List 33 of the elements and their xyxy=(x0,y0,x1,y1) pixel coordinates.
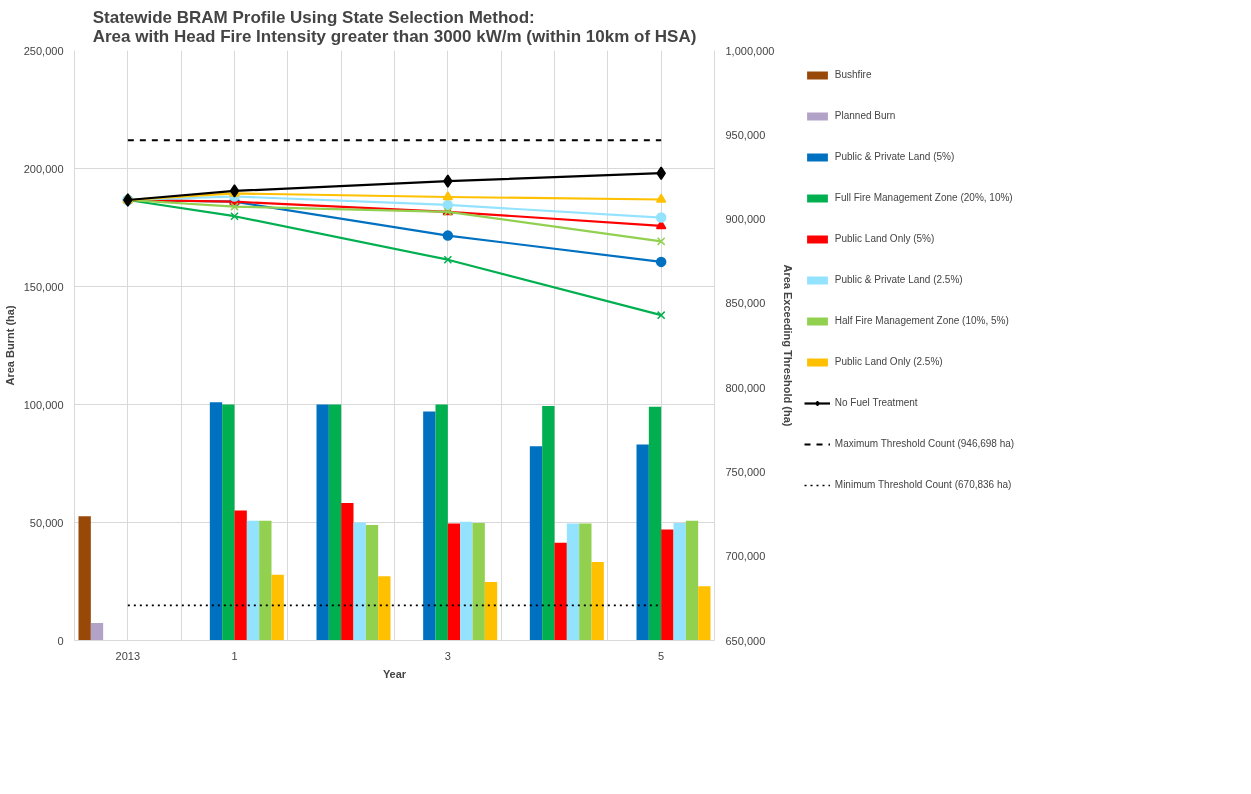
y-tick-label: 0 xyxy=(57,634,64,647)
y2-tick-label: 650,000 xyxy=(725,634,766,647)
legend-label: Public & Private Land (2.5%) xyxy=(834,274,963,285)
legend-label: No Fuel Treatment xyxy=(834,397,918,408)
y-tick-label: 50,000 xyxy=(29,516,64,529)
y2-tick-label: 900,000 xyxy=(725,213,766,226)
y2-axis-title: Area Exceeding Threshold (ha) xyxy=(782,264,795,427)
legend-label: Public Land Only (5%) xyxy=(834,233,935,244)
legend-label: Maximum Threshold Count (946,698 ha) xyxy=(834,438,1015,449)
y2-tick-label: 1,000,000 xyxy=(725,44,775,57)
y-tick-label: 100,000 xyxy=(23,398,64,411)
y2-tick-label: 800,000 xyxy=(725,381,766,394)
legend-label: Public & Private Land (5%) xyxy=(834,151,955,162)
legend-label: Public Land Only (2.5%) xyxy=(834,356,943,367)
y2-tick-label: 950,000 xyxy=(725,128,766,141)
legend-label: Planned Burn xyxy=(834,110,896,121)
legend-label: Full Fire Management Zone (20%, 10%) xyxy=(834,192,1013,203)
chart-title: Statewide BRAM Profile Using State Selection Method: Area with Head Fire Intensity greater than 3000 kW/m (within 10km of HSA) xyxy=(92,7,697,46)
legend-label: Half Fire Management Zone (10%, 5%) xyxy=(834,315,1009,326)
x-tick-label: 3 xyxy=(444,649,451,662)
x-tick-label: 5 xyxy=(658,649,665,662)
y2-tick-label: 850,000 xyxy=(725,297,766,310)
y2-tick-label: 750,000 xyxy=(725,465,766,478)
x-tick-label: 2013 xyxy=(115,649,141,662)
x-tick-label: 1 xyxy=(231,649,238,662)
legend-label: Bushfire xyxy=(834,69,872,80)
y-tick-label: 250,000 xyxy=(23,44,64,57)
y2-tick-label: 700,000 xyxy=(725,550,766,563)
y-tick-label: 150,000 xyxy=(23,280,64,293)
legend-label: Minimum Threshold Count (670,836 ha) xyxy=(834,479,1012,490)
y-axis-title: Area Burnt (ha) xyxy=(3,305,16,386)
x-axis-title: Year xyxy=(382,667,407,680)
y-tick-label: 200,000 xyxy=(23,162,64,175)
